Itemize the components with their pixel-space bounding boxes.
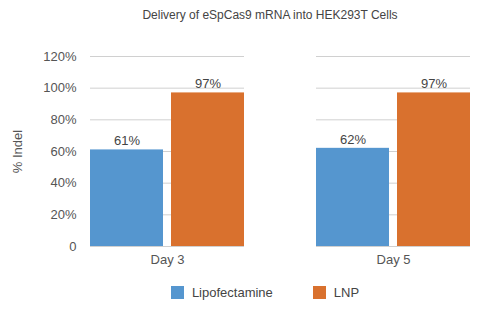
svg-text:80%: 80% <box>50 112 76 127</box>
svg-text:100%: 100% <box>43 80 77 95</box>
svg-text:62%: 62% <box>340 131 366 146</box>
svg-text:97%: 97% <box>421 76 447 91</box>
svg-text:120%: 120% <box>43 49 77 64</box>
html-text:Lipofectamine: Lipofectamine <box>191 284 273 300</box>
svg-text:61%: 61% <box>114 133 140 148</box>
svg-text:20%: 20% <box>50 207 76 222</box>
html-text:Delivery of eSpCas9 mRNA into: Delivery of eSpCas9 mRNA into HEK293T Ce… <box>142 8 398 22</box>
html-text:LNP: LNP <box>333 284 360 300</box>
svg-text:40%: 40% <box>50 175 76 190</box>
svg-text:97%: 97% <box>195 76 221 91</box>
svg-text:Day 5: Day 5 <box>377 252 411 267</box>
svg-text:0: 0 <box>69 239 76 254</box>
svg-text:% Indel: % Indel <box>10 130 25 173</box>
svg-text:Day 3: Day 3 <box>151 252 185 267</box>
svg-text:60%: 60% <box>50 144 76 159</box>
